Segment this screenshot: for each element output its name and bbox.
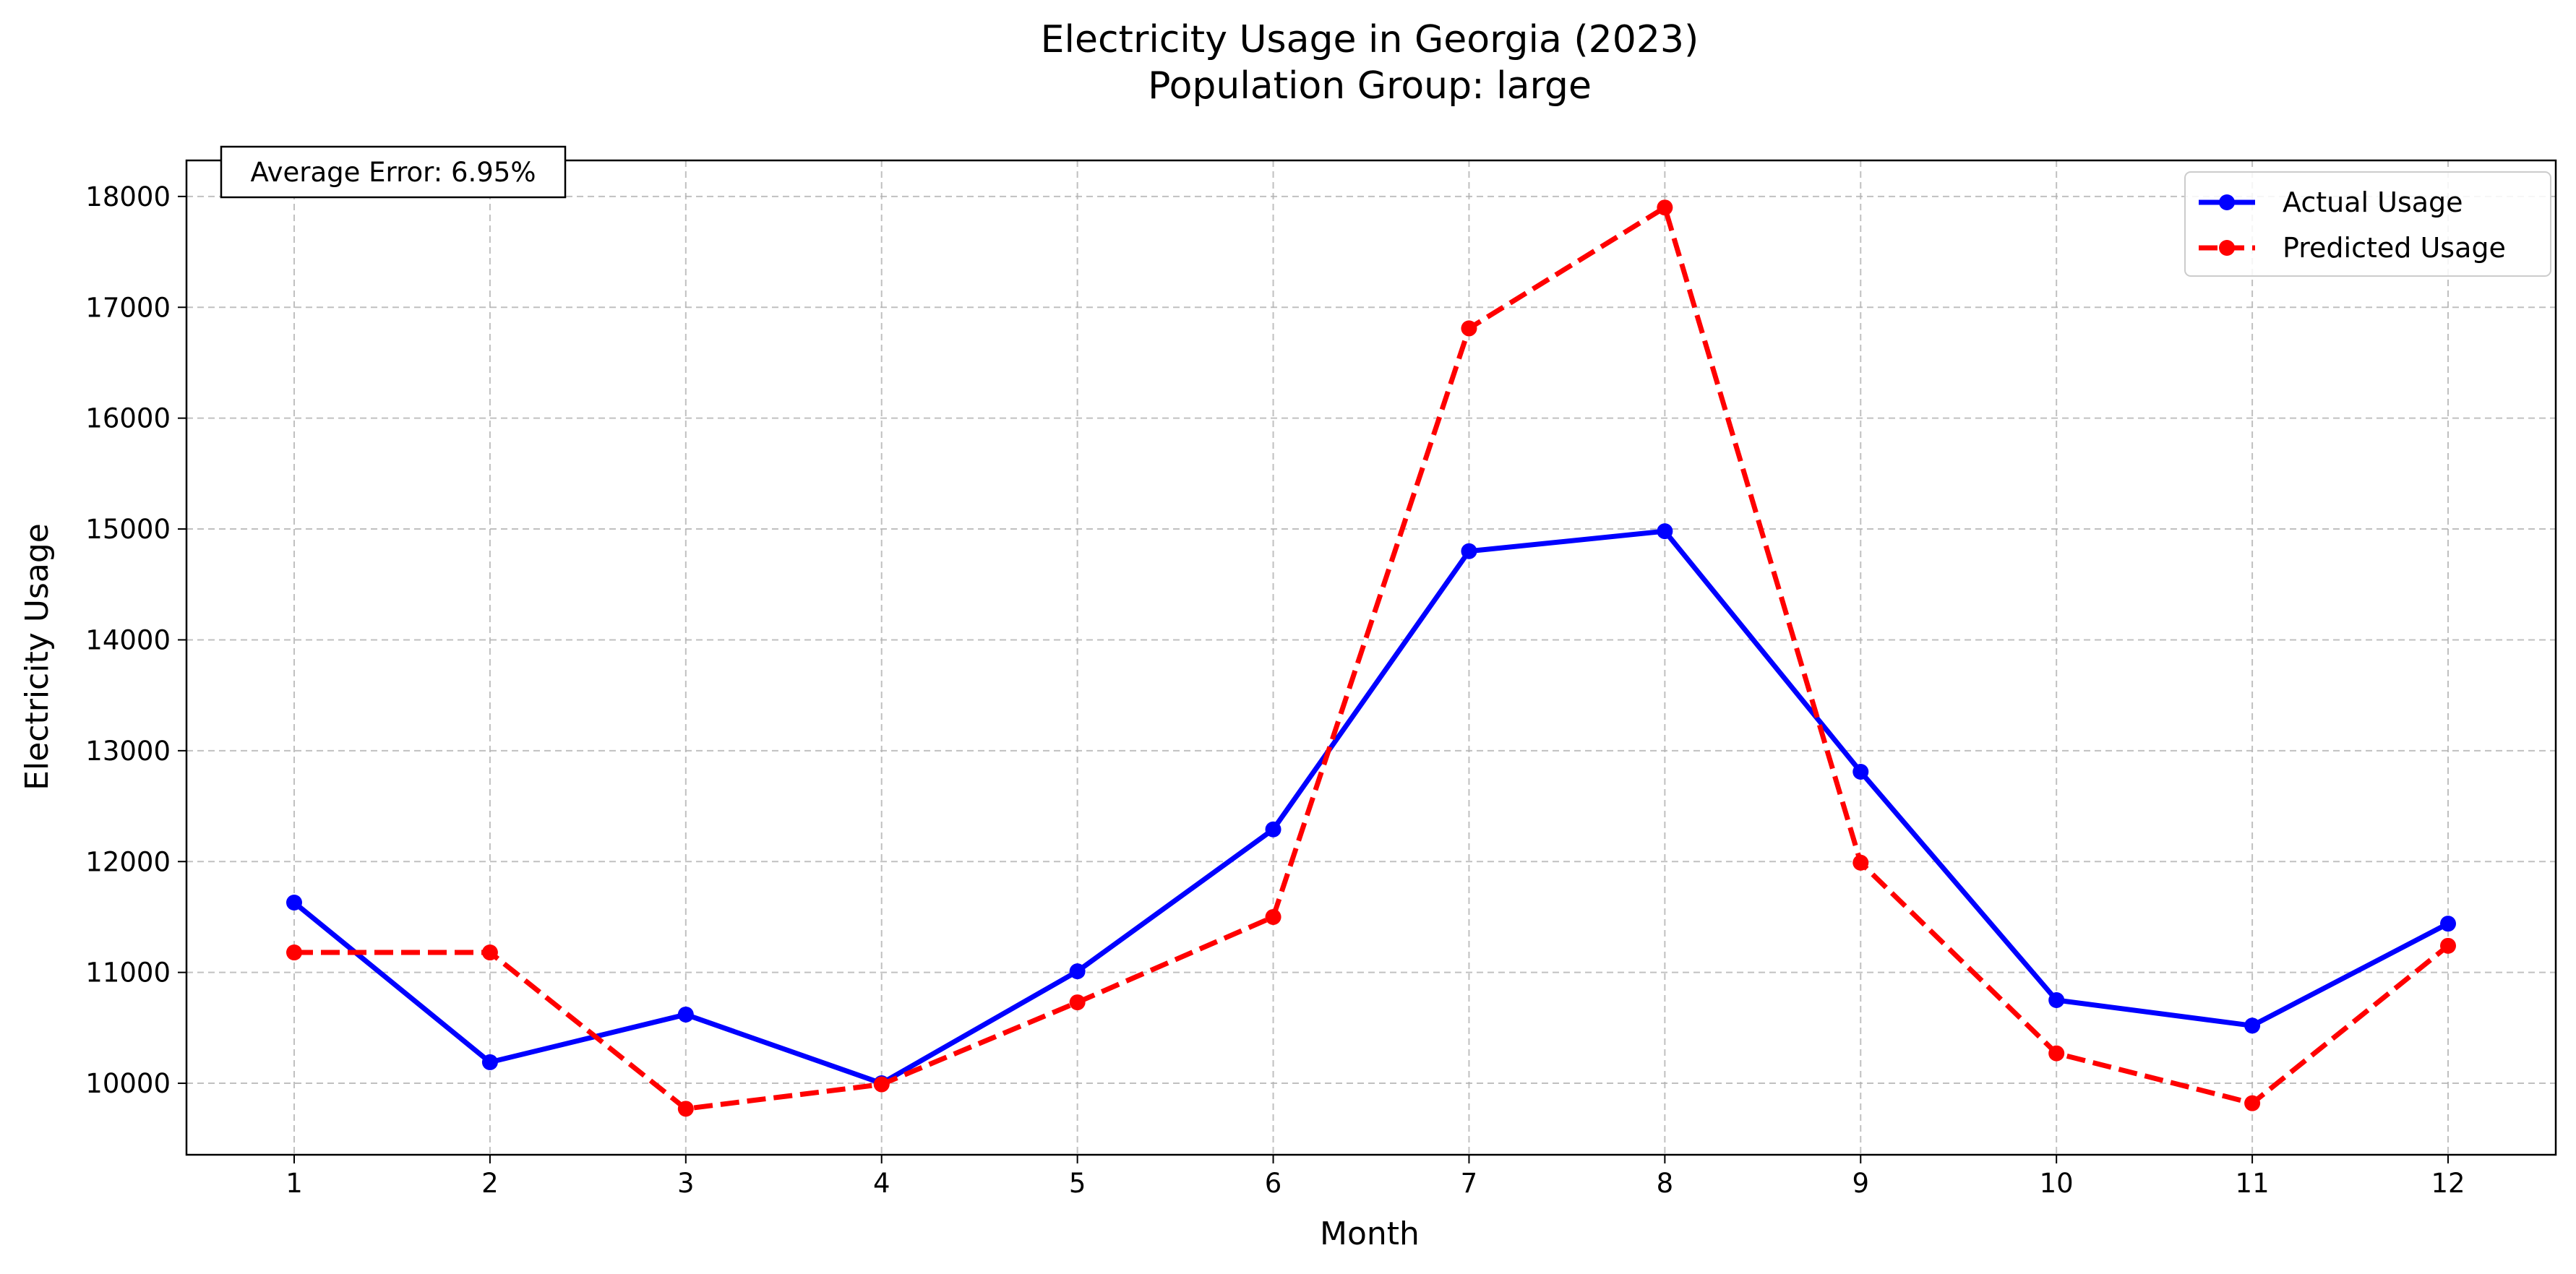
data-point: [286, 944, 302, 961]
data-point: [286, 895, 302, 911]
y-tick-label: 13000: [85, 736, 171, 767]
data-point: [677, 1101, 694, 1117]
chart-subtitle: Population Group: large: [1148, 64, 1592, 108]
x-tick-label: 6: [1265, 1168, 1282, 1199]
y-axis-label: Electricity Usage: [19, 523, 56, 791]
y-tick-label: 10000: [85, 1068, 171, 1099]
data-point: [1461, 320, 1477, 337]
y-tick-label: 18000: [85, 181, 171, 212]
data-point: [1852, 854, 1869, 871]
x-tick-label: 2: [481, 1168, 499, 1199]
legend-frame: [2184, 171, 2551, 277]
y-tick-label: 15000: [85, 514, 171, 545]
x-tick-label: 7: [1461, 1168, 1478, 1199]
data-point: [1265, 821, 1281, 838]
x-tick-label: 11: [2236, 1168, 2270, 1199]
y-tick-label: 16000: [85, 403, 171, 434]
grid-lines: [186, 160, 2556, 1155]
y-tick-label: 12000: [85, 846, 171, 877]
x-tick-label: 4: [873, 1168, 890, 1199]
data-series: [286, 199, 2456, 1117]
plot-area-frame: [185, 159, 2557, 1156]
legend-label: Predicted Usage: [2283, 232, 2506, 264]
data-point: [2048, 1045, 2065, 1062]
data-point: [481, 1054, 498, 1070]
annotation-box: [220, 145, 567, 199]
data-point: [1265, 908, 1281, 925]
data-point: [2440, 937, 2456, 954]
annotation-text: Average Error: 6.95%: [250, 157, 536, 188]
data-point: [677, 1006, 694, 1023]
data-point: [1461, 543, 1477, 559]
chart-title: Electricity Usage in Georgia (2023): [1041, 18, 1699, 61]
average-error-annotation: Average Error: 6.95%: [220, 145, 567, 199]
y-tick-label: 11000: [85, 957, 171, 989]
series-line: [294, 205, 2450, 1111]
x-axis-label: Month: [1320, 1215, 1420, 1252]
axis-ticks: 1 2 3 4 5 6 7 8 9 10 11 121000011000120001300014000…: [85, 181, 2465, 1199]
legend-label: Actual Usage: [2283, 186, 2463, 218]
data-point: [873, 1076, 890, 1093]
x-tick-label: 5: [1069, 1168, 1086, 1199]
data-point: [1069, 963, 1086, 980]
data-point: [2440, 916, 2456, 932]
data-point: [2048, 992, 2065, 1009]
data-point: [1852, 764, 1869, 780]
data-point: [481, 944, 498, 961]
series-line: [292, 528, 2450, 1086]
x-tick-label: 1: [285, 1168, 303, 1199]
data-point: [1657, 199, 1673, 216]
x-tick-label: 12: [2431, 1168, 2465, 1199]
data-point: [2244, 1017, 2261, 1034]
series-predicted-usage: [286, 199, 2456, 1117]
y-tick-label: 14000: [85, 624, 171, 655]
x-tick-label: 8: [1657, 1168, 1674, 1199]
x-tick-label: 3: [677, 1168, 695, 1199]
series-actual-usage: [286, 523, 2456, 1092]
data-point: [1657, 523, 1673, 540]
legend-swatch-marker: [2219, 194, 2235, 210]
legend-swatch-marker: [2219, 240, 2235, 256]
y-tick-label: 17000: [85, 292, 171, 323]
data-point: [2244, 1095, 2261, 1111]
x-tick-label: 10: [2040, 1168, 2074, 1199]
data-point: [1069, 994, 1086, 1011]
x-tick-label: 9: [1852, 1168, 1869, 1199]
chart-legend: Actual Usage Predicted Usage: [2184, 171, 2551, 277]
